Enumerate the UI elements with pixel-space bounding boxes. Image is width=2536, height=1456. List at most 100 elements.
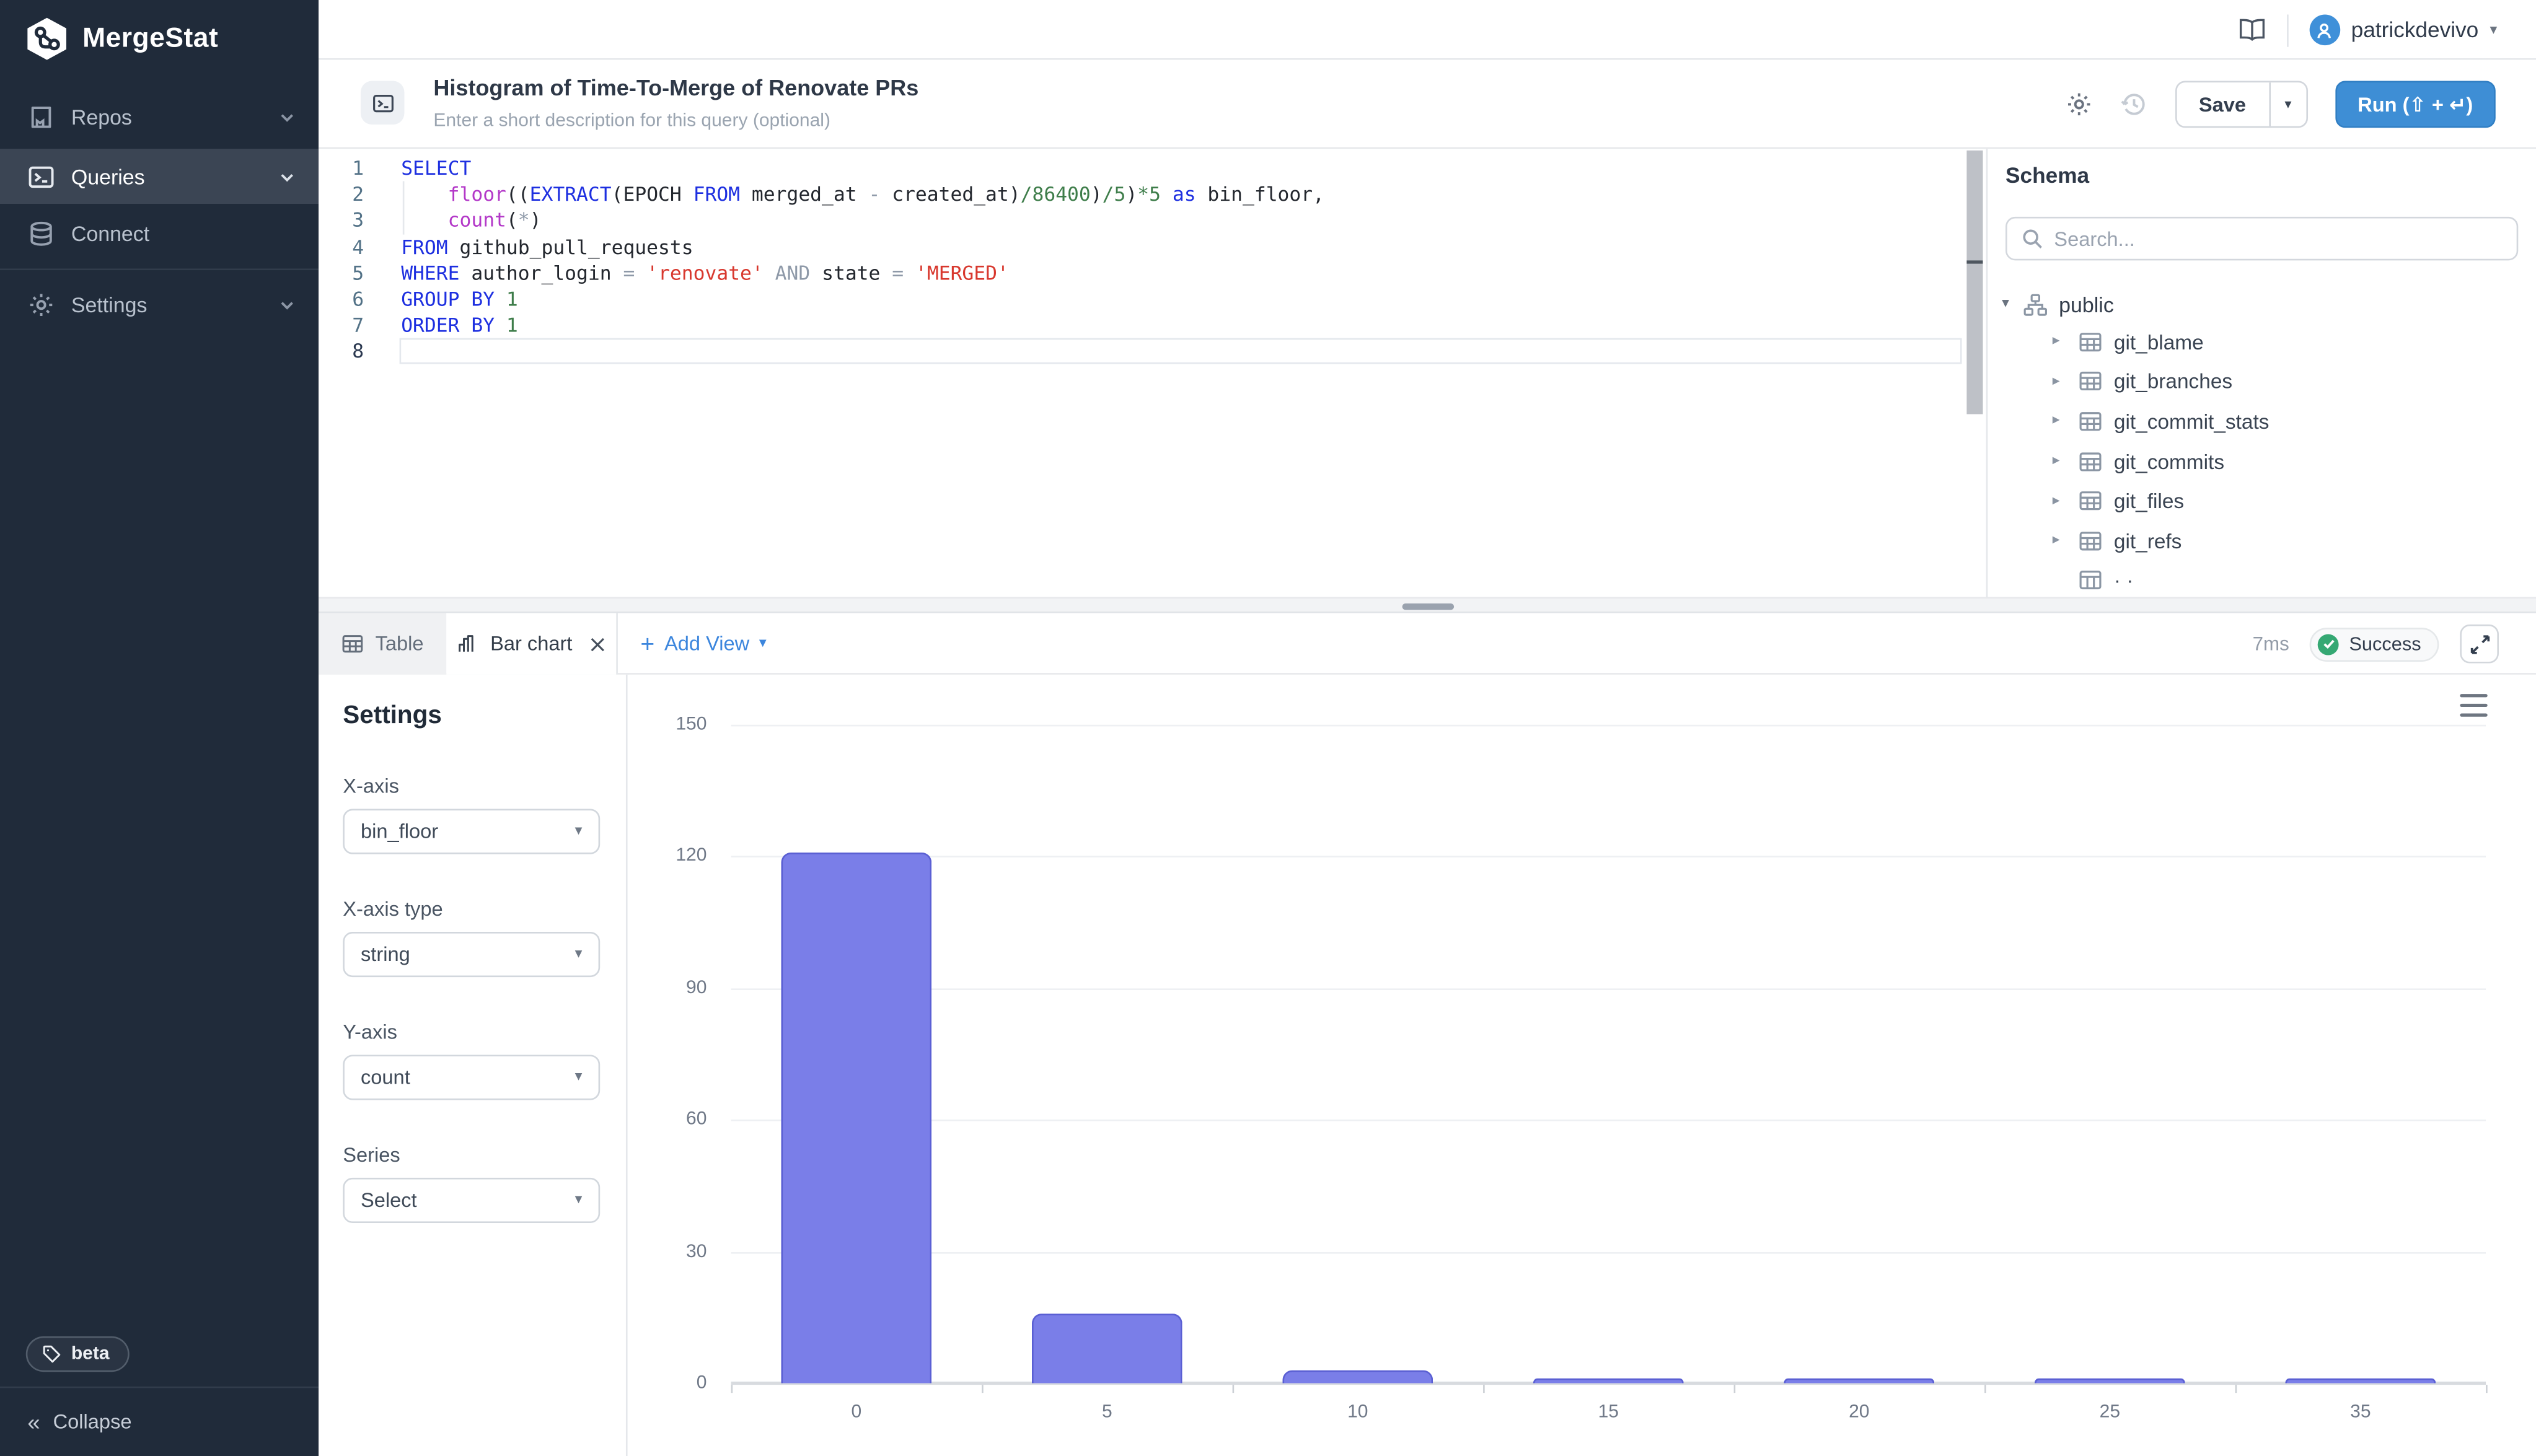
chevron-down-icon — [281, 173, 293, 182]
series-select[interactable]: Select ▾ — [343, 1177, 601, 1223]
query-type-badge — [360, 81, 405, 125]
status-label: Success — [2349, 632, 2421, 656]
select-caret-icon: ▾ — [575, 823, 583, 840]
x-axis-tick-label: 10 — [1347, 1402, 1368, 1423]
query-description-placeholder[interactable]: Enter a short description for this query… — [433, 112, 830, 131]
user-menu[interactable]: patrickdevivo ▾ — [2309, 14, 2498, 46]
sidebar-item-settings[interactable]: Settings — [0, 281, 319, 327]
tab-bar-chart[interactable]: Bar chart — [446, 613, 618, 675]
user-caret-icon: ▾ — [2490, 22, 2498, 38]
run-button[interactable]: Run (⇧ + ↵) — [2335, 81, 2496, 128]
drag-handle[interactable] — [1402, 602, 1455, 610]
table-icon — [2079, 372, 2102, 391]
x-axis-tick-label: 0 — [851, 1402, 862, 1423]
select-caret-icon: ▾ — [575, 1192, 583, 1209]
terminal-icon — [372, 94, 393, 112]
chart-menu-icon[interactable] — [2460, 694, 2488, 717]
x-axis-line — [731, 1381, 2486, 1385]
history-icon[interactable] — [2120, 90, 2147, 118]
schema-table-row[interactable]: ▸ git_files — [1988, 481, 2536, 520]
select-caret-icon: ▾ — [575, 946, 583, 963]
sidebar-item-queries[interactable]: Queries — [0, 149, 319, 204]
caret-right-icon[interactable]: ▸ — [2052, 453, 2060, 470]
chevron-down-icon — [281, 300, 293, 309]
tab-table[interactable]: Table — [319, 613, 447, 675]
schema-root-public[interactable]: ▾ public — [1988, 288, 2536, 320]
topbar-divider — [2286, 14, 2288, 46]
bar-35 — [2285, 1379, 2436, 1384]
caret-right-icon[interactable]: ▸ — [2052, 413, 2060, 430]
beta-badge: beta — [25, 1336, 129, 1372]
sidebar-item-label: Repos — [71, 104, 132, 129]
sidebar: MergeStat Repos Queries Connec — [0, 0, 319, 1456]
y-axis-select[interactable]: count ▾ — [343, 1055, 601, 1100]
schema-search — [2005, 216, 2519, 261]
table-icon — [2079, 491, 2102, 511]
table-icon — [2079, 452, 2102, 471]
save-button[interactable]: Save — [2198, 93, 2247, 116]
main-area: patrickdevivo ▾ Histogram of Time-To-Mer… — [319, 0, 2536, 1456]
beta-label: beta — [71, 1344, 110, 1364]
bar-20 — [1784, 1379, 1935, 1384]
status-badge: Success — [2310, 626, 2439, 661]
sidebar-collapse-button[interactable]: « Collapse — [0, 1386, 319, 1456]
sidebar-divider — [0, 268, 319, 271]
bar-chart-plot: 0 30 60 90 120 150 0 5 10 15 20 25 35 — [676, 715, 2488, 1422]
tag-icon — [43, 1345, 61, 1363]
bar-15 — [1533, 1379, 1684, 1384]
collapse-label: Collapse — [53, 1410, 132, 1434]
results-tab-bar: Table Bar chart + Add View ▾ 7ms — [319, 613, 2536, 675]
add-view-label: Add View — [664, 632, 750, 656]
editor-scrollbar[interactable] — [1966, 150, 1983, 414]
x-axis-select[interactable]: bin_floor ▾ — [343, 809, 601, 854]
add-view-caret-icon: ▾ — [759, 636, 767, 652]
user-name: patrickdevivo — [2351, 17, 2479, 42]
y-axis-value: count — [360, 1066, 410, 1089]
panel-resize-divider[interactable] — [319, 597, 2536, 613]
sidebar-item-connect[interactable]: Connect — [0, 210, 319, 255]
x-axis-tick-label: 15 — [1598, 1402, 1619, 1423]
x-axis-tick-label: 5 — [1101, 1402, 1112, 1423]
query-settings-gear-icon[interactable] — [2064, 90, 2092, 118]
schema-table-row-clipped[interactable]: · · — [1988, 561, 2536, 597]
database-icon — [30, 221, 52, 245]
caret-right-icon[interactable]: ▸ — [2052, 333, 2060, 350]
code-lines: SELECT floor((EXTRACT(EPOCH FROM merged_… — [401, 157, 1325, 337]
app-logo[interactable]: MergeStat — [24, 16, 218, 61]
bar-0 — [781, 852, 932, 1384]
sitemap-icon — [2023, 293, 2048, 315]
bar-chart-panel: 0 30 60 90 120 150 0 5 10 15 20 25 35 — [629, 674, 2536, 1456]
caret-right-icon[interactable]: ▸ — [2052, 532, 2060, 549]
schema-table-row[interactable]: ▸ git_commits — [1988, 441, 2536, 481]
tab-bar-chart-label: Bar chart — [490, 632, 573, 656]
schema-table-row[interactable]: ▸ git_refs — [1988, 521, 2536, 561]
docs-book-icon[interactable] — [2238, 18, 2265, 42]
app-name: MergeStat — [82, 22, 219, 54]
sidebar-item-repos[interactable]: Repos — [0, 94, 319, 139]
schema-table-row[interactable]: ▸ git_branches — [1988, 362, 2536, 401]
schema-table-row[interactable]: ▸ git_commit_stats — [1988, 401, 2536, 441]
caret-right-icon[interactable]: ▸ — [2052, 493, 2060, 509]
x-axis-type-select[interactable]: string ▾ — [343, 931, 601, 978]
add-view-button[interactable]: + Add View ▾ — [640, 613, 766, 675]
y-axis-label: Y-axis — [343, 1020, 397, 1044]
schema-table-row[interactable]: ▸ git_blame — [1988, 322, 2536, 362]
save-options-caret[interactable]: ▾ — [2268, 82, 2306, 126]
schema-root-label: public — [2059, 292, 2114, 317]
y-axis-tick-label: 150 — [676, 715, 707, 735]
schema-title: Schema — [2005, 163, 2090, 188]
sidebar-item-label: Connect — [71, 221, 150, 245]
schema-table-list: ▸ git_blame ▸ — [1988, 322, 2536, 597]
caret-right-icon[interactable]: ▸ — [2052, 373, 2060, 390]
caret-down-icon[interactable]: ▾ — [2002, 296, 2009, 312]
close-tab-icon[interactable] — [589, 635, 607, 653]
query-header: Histogram of Time-To-Merge of Renovate P… — [319, 59, 2536, 149]
series-label: Series — [343, 1144, 400, 1167]
query-title[interactable]: Histogram of Time-To-Merge of Renovate P… — [433, 76, 919, 100]
expand-results-button[interactable] — [2460, 624, 2499, 664]
table-icon — [2079, 332, 2102, 351]
schema-search-input[interactable] — [2054, 227, 2503, 250]
x-axis-label: X-axis — [343, 774, 399, 798]
